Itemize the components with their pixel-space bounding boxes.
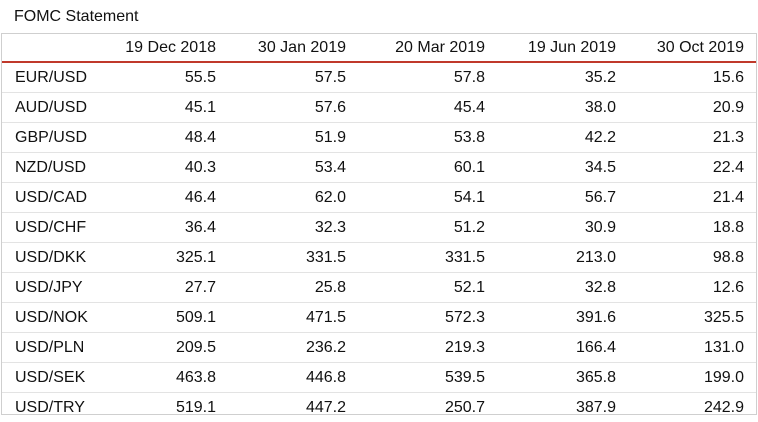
- value-cell: 391.6: [497, 303, 628, 333]
- pair-label: USD/CAD: [2, 183, 94, 213]
- table-title: FOMC Statement: [14, 6, 138, 28]
- value-cell: 51.9: [228, 123, 358, 153]
- pair-label: USD/PLN: [2, 333, 94, 363]
- value-cell: 250.7: [358, 393, 497, 422]
- value-cell: 21.3: [628, 123, 756, 153]
- value-cell: 53.8: [358, 123, 497, 153]
- value-cell: 572.3: [358, 303, 497, 333]
- value-cell: 209.5: [94, 333, 228, 363]
- value-cell: 98.8: [628, 243, 756, 273]
- value-cell: 213.0: [497, 243, 628, 273]
- value-cell: 387.9: [497, 393, 628, 422]
- value-cell: 199.0: [628, 363, 756, 393]
- column-header: 19 Jun 2019: [497, 34, 628, 62]
- value-cell: 12.6: [628, 273, 756, 303]
- value-cell: 57.5: [228, 62, 358, 93]
- value-cell: 62.0: [228, 183, 358, 213]
- value-cell: 236.2: [228, 333, 358, 363]
- value-cell: 40.3: [94, 153, 228, 183]
- value-cell: 52.1: [358, 273, 497, 303]
- column-header: 19 Dec 2018: [94, 34, 228, 62]
- column-header: 20 Mar 2019: [358, 34, 497, 62]
- value-cell: 519.1: [94, 393, 228, 422]
- value-cell: 45.4: [358, 93, 497, 123]
- value-cell: 45.1: [94, 93, 228, 123]
- value-cell: 56.7: [497, 183, 628, 213]
- value-cell: 32.8: [497, 273, 628, 303]
- value-cell: 53.4: [228, 153, 358, 183]
- value-cell: 27.7: [94, 273, 228, 303]
- pair-label: NZD/USD: [2, 153, 94, 183]
- column-header: 30 Oct 2019: [628, 34, 756, 62]
- value-cell: 22.4: [628, 153, 756, 183]
- value-cell: 471.5: [228, 303, 358, 333]
- value-cell: 25.8: [228, 273, 358, 303]
- value-cell: 21.4: [628, 183, 756, 213]
- header-row: 19 Dec 2018 30 Jan 2019 20 Mar 2019 19 J…: [2, 34, 756, 62]
- value-cell: 166.4: [497, 333, 628, 363]
- value-cell: 447.2: [228, 393, 358, 422]
- data-table: 19 Dec 2018 30 Jan 2019 20 Mar 2019 19 J…: [2, 34, 756, 422]
- value-cell: 18.8: [628, 213, 756, 243]
- value-cell: 242.9: [628, 393, 756, 422]
- value-cell: 131.0: [628, 333, 756, 363]
- value-cell: 55.5: [94, 62, 228, 93]
- value-cell: 463.8: [94, 363, 228, 393]
- pair-label: USD/DKK: [2, 243, 94, 273]
- value-cell: 20.9: [628, 93, 756, 123]
- pair-label: USD/TRY: [2, 393, 94, 422]
- column-header: 30 Jan 2019: [228, 34, 358, 62]
- value-cell: 57.6: [228, 93, 358, 123]
- value-cell: 54.1: [358, 183, 497, 213]
- pair-label: USD/CHF: [2, 213, 94, 243]
- pair-label: USD/JPY: [2, 273, 94, 303]
- value-cell: 35.2: [497, 62, 628, 93]
- pair-label: EUR/USD: [2, 62, 94, 93]
- pair-label: USD/NOK: [2, 303, 94, 333]
- value-cell: 325.1: [94, 243, 228, 273]
- value-cell: 36.4: [94, 213, 228, 243]
- pair-label: AUD/USD: [2, 93, 94, 123]
- value-cell: 46.4: [94, 183, 228, 213]
- value-cell: 32.3: [228, 213, 358, 243]
- value-cell: 331.5: [358, 243, 497, 273]
- value-cell: 42.2: [497, 123, 628, 153]
- data-table-frame: 19 Dec 2018 30 Jan 2019 20 Mar 2019 19 J…: [1, 33, 757, 415]
- pair-column-header: [2, 34, 94, 62]
- value-cell: 365.8: [497, 363, 628, 393]
- value-cell: 57.8: [358, 62, 497, 93]
- value-cell: 34.5: [497, 153, 628, 183]
- value-cell: 325.5: [628, 303, 756, 333]
- value-cell: 60.1: [358, 153, 497, 183]
- value-cell: 539.5: [358, 363, 497, 393]
- value-cell: 446.8: [228, 363, 358, 393]
- value-cell: 509.1: [94, 303, 228, 333]
- pair-label: GBP/USD: [2, 123, 94, 153]
- value-cell: 331.5: [228, 243, 358, 273]
- pair-label: USD/SEK: [2, 363, 94, 393]
- value-cell: 51.2: [358, 213, 497, 243]
- value-cell: 38.0: [497, 93, 628, 123]
- value-cell: 30.9: [497, 213, 628, 243]
- value-cell: 15.6: [628, 62, 756, 93]
- value-cell: 48.4: [94, 123, 228, 153]
- value-cell: 219.3: [358, 333, 497, 363]
